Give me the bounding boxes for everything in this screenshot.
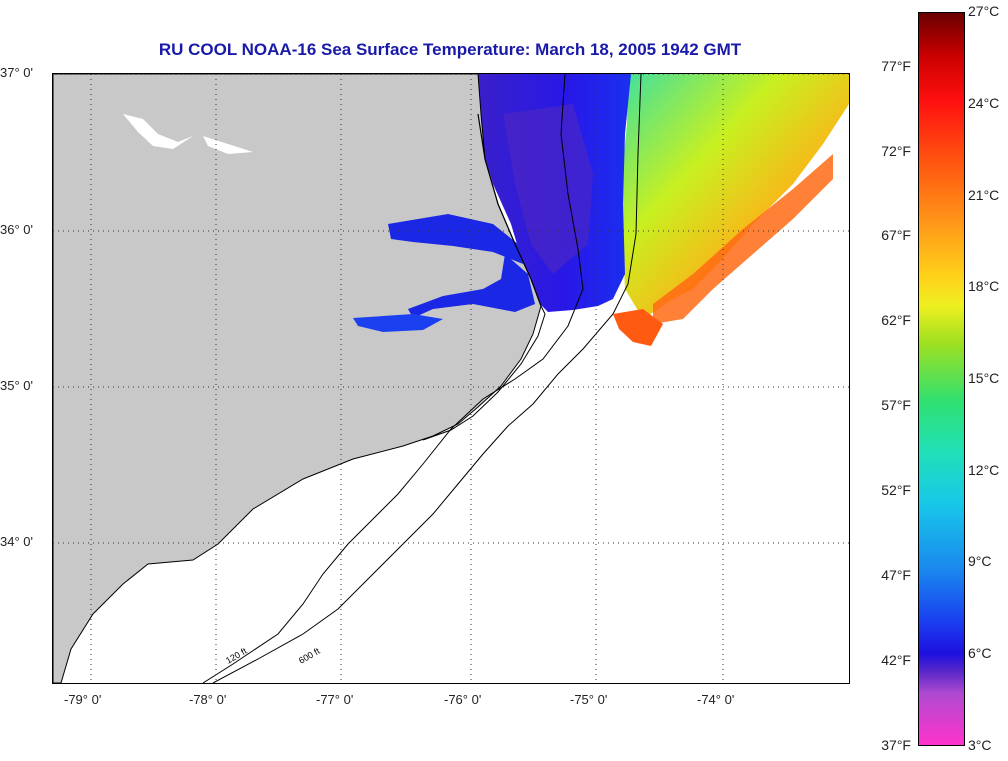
colorbar-c-21: 21°C xyxy=(968,187,1000,203)
colorbar-f-52: 52°F xyxy=(881,482,911,498)
pamlico-sound-south xyxy=(353,314,443,332)
colorbar-c-3: 3°C xyxy=(968,737,992,753)
isobath-label-120: 120 ft xyxy=(224,646,249,666)
colorbar-c-6: 6°C xyxy=(968,645,992,661)
colorbar-f-37: 37°F xyxy=(881,737,911,753)
map-title: RU COOL NOAA-16 Sea Surface Temperature:… xyxy=(158,40,742,59)
barrier-islands xyxy=(477,113,542,307)
inland-river xyxy=(123,114,193,149)
lon-label-78: -78° 0' xyxy=(189,692,227,707)
lon-label-76: -76° 0' xyxy=(444,692,482,707)
temperature-colorbar xyxy=(918,12,965,746)
colorbar-f-62: 62°F xyxy=(881,312,911,328)
colorbar-f-67: 67°F xyxy=(881,227,911,243)
colorbar-f-57: 57°F xyxy=(881,397,911,413)
barrier-islands-south xyxy=(422,305,546,441)
lat-label-34: 34° 0' xyxy=(0,534,33,549)
lon-label-77: -77° 0' xyxy=(316,692,354,707)
colorbar-f-72: 72°F xyxy=(881,143,911,159)
lon-label-75: -75° 0' xyxy=(570,692,608,707)
colorbar-c-27: 27°C xyxy=(968,3,1000,19)
colorbar-c-24: 24°C xyxy=(968,95,1000,111)
albemarle-sound xyxy=(388,214,523,264)
colorbar-f-77: 77°F xyxy=(881,58,911,74)
isobath-600ft xyxy=(212,74,642,683)
colorbar-c-9: 9°C xyxy=(968,553,992,569)
purple-cold-core xyxy=(503,104,593,274)
isobath-label-600: 600 ft xyxy=(297,646,322,666)
lat-label-35: 35° 0' xyxy=(0,378,33,393)
pamlico-sound xyxy=(408,254,535,318)
colorbar-c-12: 12°C xyxy=(968,462,1000,478)
colorbar-c-15: 15°C xyxy=(968,370,1000,386)
inland-river-2 xyxy=(203,136,253,154)
sst-map: 120 ft 600 ft xyxy=(52,73,850,684)
lon-label-79: -79° 0' xyxy=(64,692,102,707)
warm-patch-south xyxy=(613,309,663,346)
lon-label-74: -74° 0' xyxy=(697,692,735,707)
gulf-stream-warm-filament xyxy=(653,154,833,324)
isobath-120ft xyxy=(202,74,584,683)
land-mass xyxy=(53,74,542,683)
gulf-stream-water xyxy=(621,74,849,319)
colorbar-f-42: 42°F xyxy=(881,652,911,668)
lat-label-36: 36° 0' xyxy=(0,222,33,237)
colorbar-f-47: 47°F xyxy=(881,567,911,583)
colorbar-c-18: 18°C xyxy=(968,278,1000,294)
sst-map-canvas: 120 ft 600 ft xyxy=(53,74,849,683)
lat-label-37: 37° 0' xyxy=(0,65,33,80)
